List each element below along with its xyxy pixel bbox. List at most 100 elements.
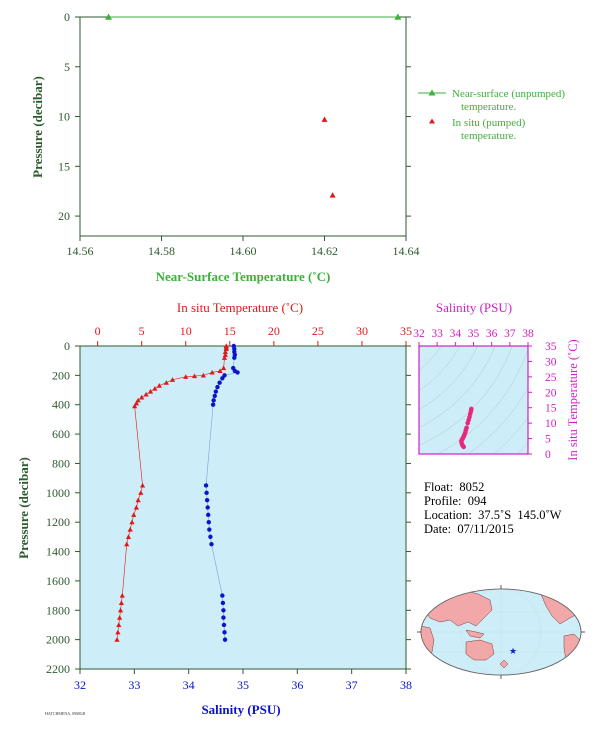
- temperature-point: [209, 369, 215, 375]
- profile-axis-ticks: 0 5 10 15 20 25 30 35 32 33 34 35 36 37 38 0 200 400 600 80…: [46, 324, 412, 692]
- salinity-point: [222, 630, 227, 635]
- ts-y-tick-label: 5: [545, 434, 551, 446]
- temp-x-tick-label: 20: [268, 324, 280, 338]
- top-y-tick-label: 0: [64, 10, 70, 24]
- profile-plot-area: [79, 345, 407, 670]
- top-x-tick-label: 14.64: [393, 244, 420, 258]
- salinity-point: [215, 384, 220, 390]
- profile-ylabel: Pressure (decibar): [16, 457, 31, 559]
- temperature-point: [129, 519, 135, 525]
- temp-x-tick-label: 25: [312, 324, 324, 338]
- temperature-point: [139, 394, 145, 400]
- temperature-point: [200, 372, 206, 378]
- top-x-tick-label: 14.60: [230, 244, 257, 258]
- salinity-point: [212, 393, 217, 399]
- salinity-point: [220, 593, 225, 598]
- profile-label: Profile:: [424, 494, 462, 508]
- pressure-tick-label: 1800: [46, 603, 70, 617]
- temperature-point: [117, 607, 124, 613]
- temperature-point: [135, 397, 141, 403]
- sal-x-tick-label: 35: [237, 678, 249, 692]
- pressure-tick-label: 600: [52, 427, 70, 441]
- float-row: Float: 8052: [424, 480, 561, 494]
- temperature-point: [138, 490, 144, 495]
- legend-near-surface-label-2: temperature.: [461, 101, 517, 113]
- temperature-point: [118, 600, 125, 606]
- profile-panel: 0 5 10 15 20 25 30 35 32 33 34 35 36 37 38 0 200 400 600 80…: [16, 300, 412, 717]
- sal-x-tick-label: 32: [74, 678, 86, 692]
- location-value: 37.5˚S 145.0˚W: [478, 508, 562, 522]
- salinity-point: [210, 402, 216, 407]
- sal-x-tick-label: 37: [346, 678, 358, 692]
- temperature-point: [131, 512, 137, 517]
- salinity-point: [206, 519, 211, 525]
- float-location-marker: ★: [509, 647, 517, 657]
- ts-y-tick-label: 0: [545, 449, 551, 461]
- profile-value: 094: [467, 494, 487, 508]
- profile-top-title: In situ Temperature (˚C): [177, 300, 303, 315]
- temp-x-tick-label: 0: [95, 324, 101, 338]
- ts-x-tick-label: 33: [431, 328, 443, 340]
- float-label: Float:: [424, 480, 454, 494]
- temperature-point: [222, 352, 228, 357]
- ts-point: [461, 444, 466, 450]
- legend-insitu-marker: [429, 118, 435, 124]
- temperature-point: [127, 526, 133, 532]
- ts-plot-area: [419, 346, 528, 454]
- temperature-point: [133, 504, 139, 510]
- pressure-tick-label: 200: [52, 368, 70, 382]
- sal-x-tick-label: 36: [291, 678, 303, 692]
- near-surface-marker: [394, 13, 402, 20]
- new-zealand-landmass: [499, 659, 509, 669]
- ts-y-tick-label: 15: [545, 403, 557, 415]
- top-x-tick-label: 14.58: [148, 244, 175, 258]
- temperature-point: [221, 355, 228, 360]
- salinity-point: [209, 542, 214, 547]
- salinity-point: [235, 370, 240, 375]
- pressure-tick-label: 400: [52, 398, 70, 412]
- salinity-point: [220, 600, 226, 606]
- top-y-tick-label: 15: [58, 159, 70, 173]
- insitu-marker: [329, 192, 336, 198]
- top-axis-ticks: 14.56 14.58 14.60 14.62 14.64 0 5 10 15 20: [58, 10, 420, 258]
- pressure-tick-label: 1000: [46, 486, 70, 500]
- temp-x-tick-label: 10: [180, 324, 192, 338]
- map-frame-ticks: [417, 585, 585, 679]
- salinity-point: [213, 389, 219, 394]
- temp-x-tick-label: 15: [224, 324, 236, 338]
- salinity-point: [204, 497, 210, 503]
- ts-title: Salinity (PSU): [436, 300, 512, 315]
- salinity-point: [211, 398, 216, 403]
- legend-near-surface-label-1: Near-surface (unpumped): [452, 88, 565, 100]
- top-y-tick-label: 10: [58, 110, 70, 124]
- temperature-point: [183, 374, 189, 379]
- salinity-point: [207, 527, 212, 532]
- near-surface-marker: [105, 13, 113, 20]
- float-value: 8052: [459, 480, 485, 494]
- location-map: ★: [417, 585, 585, 679]
- salinity-point: [221, 622, 227, 628]
- top-y-tick-label: 20: [58, 209, 70, 223]
- ts-x-tick-label: 38: [522, 328, 534, 340]
- temperature-point: [133, 400, 139, 406]
- ts-diagram: 32 33 34 35 36 37 38 0 5 10 15 20 25 30 35 Salinity (P…: [319, 256, 580, 461]
- temperature-point: [125, 534, 132, 539]
- temperature-point: [143, 391, 149, 397]
- salinity-point: [220, 376, 225, 381]
- temperature-point: [114, 637, 120, 642]
- temperature-point: [152, 385, 158, 391]
- indonesia-landmass: [465, 629, 485, 639]
- ts-x-tick-label: 32: [413, 328, 425, 340]
- australia-landmass: [465, 639, 495, 661]
- temperature-point: [135, 497, 141, 503]
- profile-xlabel: Salinity (PSU): [201, 702, 280, 717]
- pressure-tick-label: 2000: [46, 633, 70, 647]
- density-contour: [319, 256, 379, 316]
- ts-data-marks: [459, 406, 474, 450]
- temperature-point: [115, 629, 121, 635]
- sal-x-tick-label: 34: [183, 678, 195, 692]
- pressure-tick-label: 0: [64, 339, 70, 353]
- salinity-point: [204, 490, 209, 496]
- pressure-tick-label: 1400: [46, 545, 70, 559]
